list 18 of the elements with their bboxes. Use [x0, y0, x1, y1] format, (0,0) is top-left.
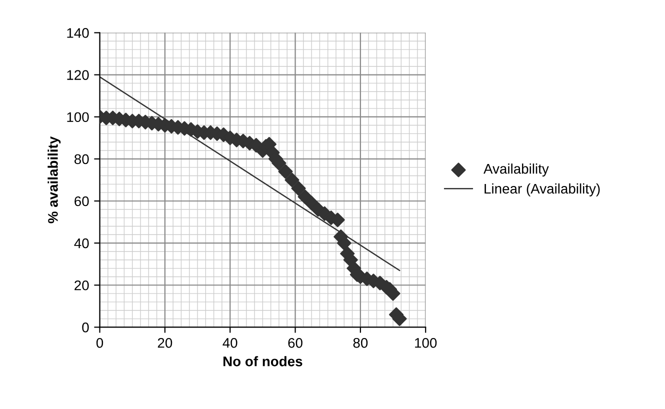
x-tick-label: 20 — [158, 338, 172, 348]
x-tick-label: 40 — [222, 338, 238, 348]
y-tick-label: 100 — [67, 112, 89, 122]
y-tick-label: 0 — [82, 322, 89, 332]
y-axis-title: % availability — [48, 136, 61, 224]
x-tick-label: 80 — [353, 338, 368, 348]
x-tick-label: 60 — [288, 338, 302, 348]
x-tick-label: 0 — [96, 338, 104, 348]
x-axis-title: No of nodes — [223, 356, 302, 366]
x-tick-label: 100 — [415, 338, 437, 348]
y-tick-label: 60 — [74, 196, 89, 206]
legend-label: Linear (Availability) — [484, 183, 600, 196]
y-tick-label: 80 — [74, 154, 89, 164]
y-tick-label: 140 — [67, 28, 89, 38]
y-tick-label: 40 — [74, 238, 89, 248]
y-tick-label: 120 — [67, 70, 89, 80]
legend-label: Availability — [484, 164, 549, 176]
y-tick-label: 20 — [74, 280, 89, 290]
